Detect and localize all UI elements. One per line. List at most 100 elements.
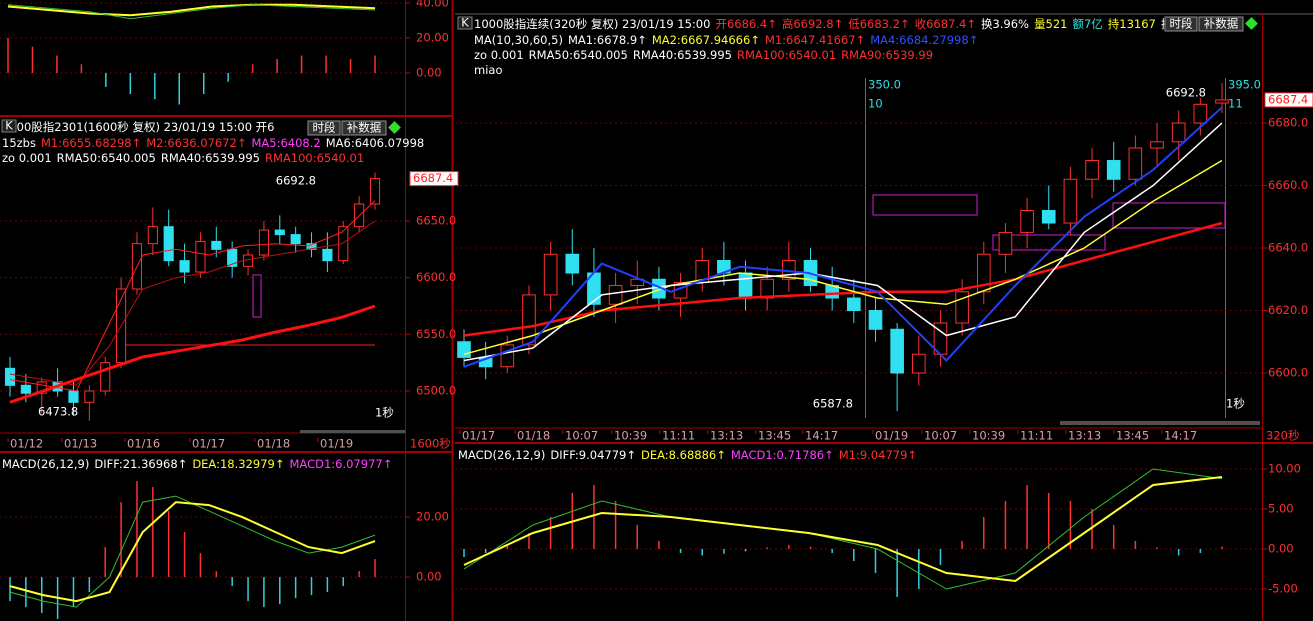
button[interactable] [1198,16,1244,32]
candle-body [163,226,174,262]
header-item: RMA50:6540.005 [57,151,156,165]
header-row: zo 0.001 RMA50:6540.005 RMA40:6539.995 RMA1… [474,48,933,62]
candle-body [522,294,536,346]
status-icon [388,121,401,134]
header-item: DIFF:21.36968↑ [94,457,187,471]
scrollbar[interactable] [300,430,405,433]
button-label[interactable]: 补数据 [347,121,382,135]
candle-body [68,390,79,403]
y-tick-label: 0.00 [1268,542,1294,556]
x-tick-label: 01/18 [517,429,550,443]
y-tick-label: 10.00 [1268,462,1301,476]
header-item: M1:6655.68298↑ [41,136,141,150]
candle-body [868,310,883,330]
marker-box [252,274,262,318]
y-tick-label: 5.00 [1268,502,1294,516]
header-item: zo 0.001 [2,151,52,165]
candle-body [1171,122,1186,143]
price-tag-label: 6687.4 [1268,92,1308,106]
indicator-line [9,220,376,386]
candle-body [20,384,31,394]
candle-body [543,253,558,296]
header-item: 量521 [1034,17,1067,31]
candle-body [500,344,515,368]
header-item: M2:6636.07672↑ [146,136,246,150]
x-tick-label: 01/18 [257,437,290,451]
header-row: 15zbs M1:6655.68298↑ M2:6636.07672↑ MA5:640… [2,136,424,150]
candle-body [1215,99,1229,104]
header-item: M1:6647.41667↑ [765,33,865,47]
candle-body [274,229,285,236]
candle-body [738,272,753,299]
x-tick-label: 01/17 [462,429,495,443]
header-item: 收6687.4↑ [915,17,976,31]
x-tick-label: 14:17 [805,429,838,443]
indicator-line [7,3,376,17]
header-row: 1000股指2301(1600秒 复权) 23/01/19 15:00 开6 [2,120,275,134]
indicator-line [463,221,1223,337]
marker-box [872,194,978,216]
button[interactable] [307,120,341,136]
header-item: MA4:6684.27998↑ [870,33,978,47]
header-item: MA5:6408.2 [252,136,321,150]
y-tick-label: 0.00 [416,65,442,79]
header-item: RMA50:6540.005 [529,48,628,62]
scrollbar[interactable] [1060,421,1260,425]
candle-body [1150,141,1164,149]
annotation: 6692.8 [276,174,316,188]
header-item: 低6683.2↑ [848,17,909,31]
header-item: 换3.96% [981,17,1029,31]
candle-body [36,381,47,394]
candle-body [322,248,333,262]
button-label[interactable]: 补数据 [1204,17,1239,31]
header-item: 1000股指2301(1600秒 复权) 23/01/19 15:00 开6 [2,120,275,134]
x-tick-label: 13:45 [1116,429,1149,443]
candle-body [1020,210,1034,233]
candle-body [1193,103,1208,124]
header-item: MA6:6406.07998 [326,136,425,150]
header-row: zo 0.001 RMA50:6540.005 RMA40:6539.995 RMA1… [2,151,364,165]
button[interactable] [341,120,387,136]
candle-body [100,362,111,392]
candle-body [1128,147,1143,180]
header-item: RMA40:6539.995 [161,151,260,165]
y-tick-label: 6600.0 [416,270,456,284]
y-tick-label: 6660.0 [1268,178,1308,192]
candle-body [1085,160,1099,180]
candle-body [565,253,580,274]
indicator-line [9,304,376,404]
annotation: 10 [868,97,883,111]
header-item: MACD1:0.71786↑ [731,448,834,462]
x-tick-label: 11:11 [662,429,695,443]
header-item: 高6692.8↑ [782,17,843,31]
y-tick-label: 6640.0 [1268,241,1308,255]
candle-body [1106,160,1121,180]
candle-body [84,390,95,403]
header-item: 开6686.4↑ [715,17,776,31]
candle-body [227,248,238,267]
header-item: RMA100:6540.01 [265,151,364,165]
candle-body [760,278,775,299]
button-label[interactable]: 时段 [313,121,336,135]
header-row: 1000股指连续(320秒 复权) 23/01/19 15:00 开6686.4↑… [474,17,1191,31]
candle-body [1041,210,1056,224]
button[interactable] [1164,16,1198,32]
candle-body [608,285,623,305]
icon-box [457,16,473,30]
icon: K [5,119,13,133]
x-tick-label: 13:45 [758,429,791,443]
icon-box [1,119,17,133]
candle-body [290,234,301,245]
button-label[interactable]: 时段 [1170,17,1193,31]
candle-body [338,226,349,262]
header-item: miao [474,63,502,77]
header-item: DEA:18.32979↑ [192,457,284,471]
header-row: MA(10,30,60,5) MA1:6678.9↑ MA2:6667.94666↑… [474,33,978,47]
header-item: MA1:6678.9↑ [568,33,647,47]
annotation: 1秒 [1226,397,1245,411]
header-row: miao [474,63,502,77]
candle-body [4,367,16,386]
header-item: MACD(26,12,9) [458,448,545,462]
